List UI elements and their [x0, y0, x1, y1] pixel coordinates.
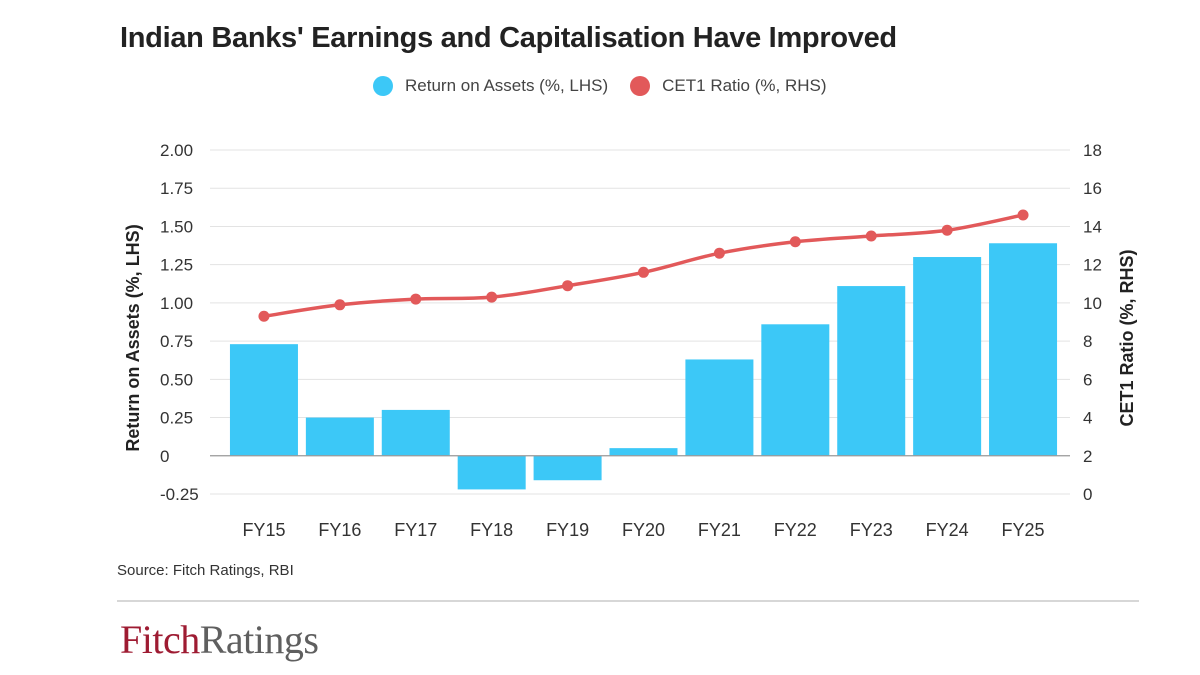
x-tick-label: FY20 [622, 520, 665, 540]
roa-bar [305, 417, 374, 456]
legend-roa-label: Return on Assets (%, LHS) [405, 76, 609, 95]
roa-bar [685, 359, 754, 456]
x-tick-label: FY22 [774, 520, 817, 540]
y-left-tick-label: 1.75 [160, 179, 193, 198]
x-tick-label: FY18 [470, 520, 513, 540]
cet1-point [638, 266, 649, 278]
y-left-tick-label: 1.00 [160, 294, 193, 313]
cet1-point [562, 280, 574, 292]
x-tick-label: FY15 [242, 520, 285, 540]
roa-bar [989, 243, 1058, 456]
x-tick-label: FY24 [926, 520, 969, 540]
cet1-point [789, 236, 801, 248]
y-right-tick-label: 6 [1083, 370, 1092, 389]
y-left-tick-label: -0.25 [160, 485, 199, 504]
roa-bar [457, 455, 526, 490]
x-tick-label: FY17 [394, 520, 437, 540]
cet1-point [1017, 209, 1029, 221]
legend-item-roa: Return on Assets (%, LHS) [373, 76, 608, 96]
roa-bar [533, 455, 602, 481]
y-right-tick-label: 12 [1083, 256, 1102, 275]
y-left-axis-title: Return on Assets (%, LHS) [123, 224, 143, 451]
roa-bar [837, 286, 906, 456]
y-right-tick-label: 16 [1083, 179, 1102, 198]
y-right-tick-label: 8 [1083, 332, 1092, 351]
legend-item-cet1: CET1 Ratio (%, RHS) [630, 76, 827, 96]
roa-bar [609, 448, 678, 456]
fitch-ratings-logo: FitchRatings [120, 616, 319, 663]
roa-bar [913, 257, 982, 456]
legend: Return on Assets (%, LHS) CET1 Ratio (%,… [373, 76, 849, 96]
y-left-tick-label: 1.50 [160, 217, 193, 236]
y-left-tick-label: 0.75 [160, 332, 193, 351]
cet1-point [941, 224, 953, 236]
y-right-axis-title: CET1 Ratio (%, RHS) [1117, 249, 1137, 426]
footer-divider [117, 600, 1139, 602]
cet1-line [263, 213, 1024, 318]
x-tick-label: FY23 [850, 520, 893, 540]
x-tick-label: FY21 [698, 520, 741, 540]
roa-bar [761, 324, 830, 456]
legend-roa-marker [373, 76, 393, 96]
y-right-tick-label: 2 [1083, 447, 1092, 466]
y-left-tick-label: 0 [160, 447, 169, 466]
x-tick-label: FY25 [1002, 520, 1045, 540]
y-right-tick-label: 0 [1083, 485, 1092, 504]
legend-cet1-label: CET1 Ratio (%, RHS) [662, 76, 827, 95]
cet1-point [865, 230, 877, 242]
y-right-tick-label: 18 [1083, 141, 1102, 160]
y-right-tick-label: 4 [1083, 409, 1092, 428]
logo-part-ratings: Ratings [199, 617, 319, 662]
y-left-tick-label: 2.00 [160, 141, 193, 160]
legend-cet1-marker [630, 76, 651, 96]
roa-bar [229, 344, 298, 456]
y-right-tick-label: 14 [1083, 217, 1102, 236]
chart-title: Indian Banks' Earnings and Capitalisatio… [120, 22, 897, 54]
cet1-point [410, 293, 422, 305]
roa-bar [381, 409, 450, 456]
combo-chart: 2.00 1.75 1.50 1.25 1.00 0.75 0.50 0.25 0 -0.25 18… [123, 141, 1137, 540]
y-left-tick-label: 0.50 [160, 370, 193, 389]
y-right-tick-label: 10 [1083, 294, 1102, 313]
cet1-point [486, 291, 498, 303]
x-tick-label: FY19 [546, 520, 589, 540]
cet1-point [713, 247, 725, 259]
cet1-point [334, 299, 346, 311]
source-note: Source: Fitch Ratings, RBI [117, 562, 294, 579]
cet1-point [258, 310, 270, 322]
x-tick-label: FY16 [318, 520, 361, 540]
y-left-tick-label: 0.25 [160, 409, 193, 428]
y-left-tick-label: 1.25 [160, 256, 193, 275]
logo-part-fitch: Fitch [120, 617, 200, 662]
